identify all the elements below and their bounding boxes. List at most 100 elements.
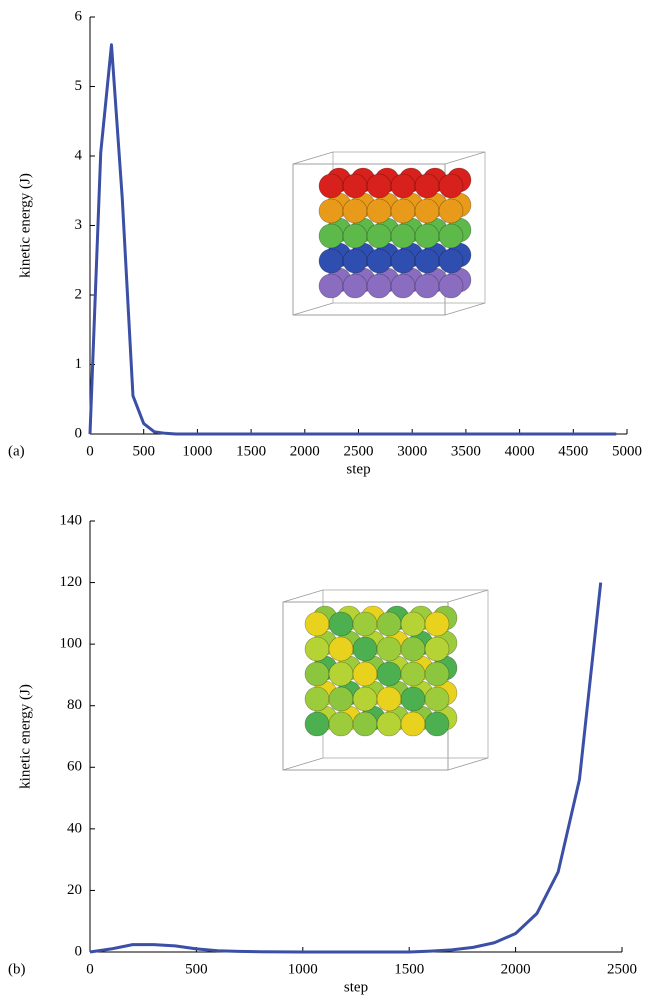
sphere	[304, 686, 330, 712]
sphere	[328, 636, 354, 662]
x-tick-label: 2500	[607, 961, 637, 977]
inset-image	[292, 151, 486, 316]
y-tick-label: 4	[75, 147, 83, 163]
inset-edge	[447, 589, 489, 603]
sphere	[424, 686, 450, 712]
inset-edge	[282, 757, 324, 771]
sphere	[318, 273, 344, 299]
sphere	[400, 711, 426, 737]
sphere	[328, 686, 354, 712]
sphere	[328, 711, 354, 737]
panel-label: (a)	[8, 443, 25, 459]
sphere	[390, 198, 416, 224]
x-tick-label: 0	[86, 443, 94, 459]
sphere	[318, 198, 344, 224]
inset-image	[282, 589, 489, 771]
sphere	[424, 661, 450, 687]
y-tick-label: 20	[67, 882, 82, 898]
sphere	[424, 611, 450, 637]
panel-label: (b)	[8, 961, 26, 977]
y-tick-label: 0	[75, 425, 83, 441]
x-tick-label: 1500	[236, 443, 266, 459]
y-tick-label: 120	[60, 574, 83, 590]
sphere	[304, 661, 330, 687]
y-tick-label: 60	[67, 759, 82, 775]
sphere	[376, 636, 402, 662]
y-tick-label: 5	[75, 78, 83, 94]
sphere	[376, 686, 402, 712]
inset-edge	[447, 757, 489, 771]
sphere	[438, 198, 464, 224]
sphere	[352, 611, 378, 637]
sphere	[400, 611, 426, 637]
x-tick-label: 5000	[612, 443, 642, 459]
sphere	[438, 223, 464, 249]
y-tick-label: 6	[75, 8, 83, 24]
sphere	[352, 636, 378, 662]
inset-edge	[444, 302, 486, 316]
x-tick-label: 1500	[394, 961, 424, 977]
inset-edge	[444, 151, 486, 165]
sphere	[352, 686, 378, 712]
x-tick-label: 500	[132, 443, 155, 459]
x-tick-label: 3000	[397, 443, 427, 459]
inset-edge	[282, 589, 324, 603]
y-tick-label: 80	[67, 697, 82, 713]
sphere	[328, 661, 354, 687]
data-line	[89, 582, 603, 954]
sphere	[366, 173, 392, 199]
x-tick-label: 2000	[501, 961, 531, 977]
x-tick-label: 0	[86, 961, 94, 977]
sphere	[304, 611, 330, 637]
sphere	[400, 636, 426, 662]
sphere	[414, 223, 440, 249]
data-line	[88, 43, 617, 436]
y-tick-label: 140	[60, 512, 83, 528]
sphere	[414, 173, 440, 199]
y-tick-label: 2	[75, 286, 83, 302]
sphere	[352, 711, 378, 737]
x-axis-label: step	[344, 979, 368, 995]
sphere	[342, 223, 368, 249]
sphere	[414, 248, 440, 274]
y-axis-label: kinetic energy (J)	[17, 684, 33, 789]
sphere	[376, 661, 402, 687]
sphere	[390, 248, 416, 274]
sphere	[366, 273, 392, 299]
sphere	[390, 273, 416, 299]
x-axis-label: step	[346, 461, 370, 477]
y-tick-label: 100	[60, 636, 83, 652]
y-tick-label: 0	[75, 943, 83, 959]
sphere	[390, 223, 416, 249]
y-tick-label: 40	[67, 820, 82, 836]
sphere	[304, 711, 330, 737]
sphere	[318, 223, 344, 249]
sphere	[342, 273, 368, 299]
x-tick-label: 500	[185, 961, 208, 977]
y-axis-label: kinetic energy (J)	[17, 173, 33, 278]
sphere	[342, 173, 368, 199]
sphere	[400, 661, 426, 687]
sphere	[390, 173, 416, 199]
sphere	[414, 198, 440, 224]
x-tick-label: 3500	[451, 443, 481, 459]
sphere	[342, 198, 368, 224]
x-tick-label: 1000	[288, 961, 318, 977]
sphere	[438, 173, 464, 199]
sphere	[366, 198, 392, 224]
x-tick-label: 2500	[344, 443, 374, 459]
inset-edge	[292, 151, 334, 165]
sphere	[438, 273, 464, 299]
x-tick-label: 4000	[505, 443, 535, 459]
sphere	[400, 686, 426, 712]
y-tick-label: 1	[75, 356, 83, 372]
sphere	[414, 273, 440, 299]
sphere	[366, 223, 392, 249]
sphere	[376, 611, 402, 637]
sphere	[366, 248, 392, 274]
sphere	[318, 173, 344, 199]
sphere	[328, 611, 354, 637]
sphere	[304, 636, 330, 662]
